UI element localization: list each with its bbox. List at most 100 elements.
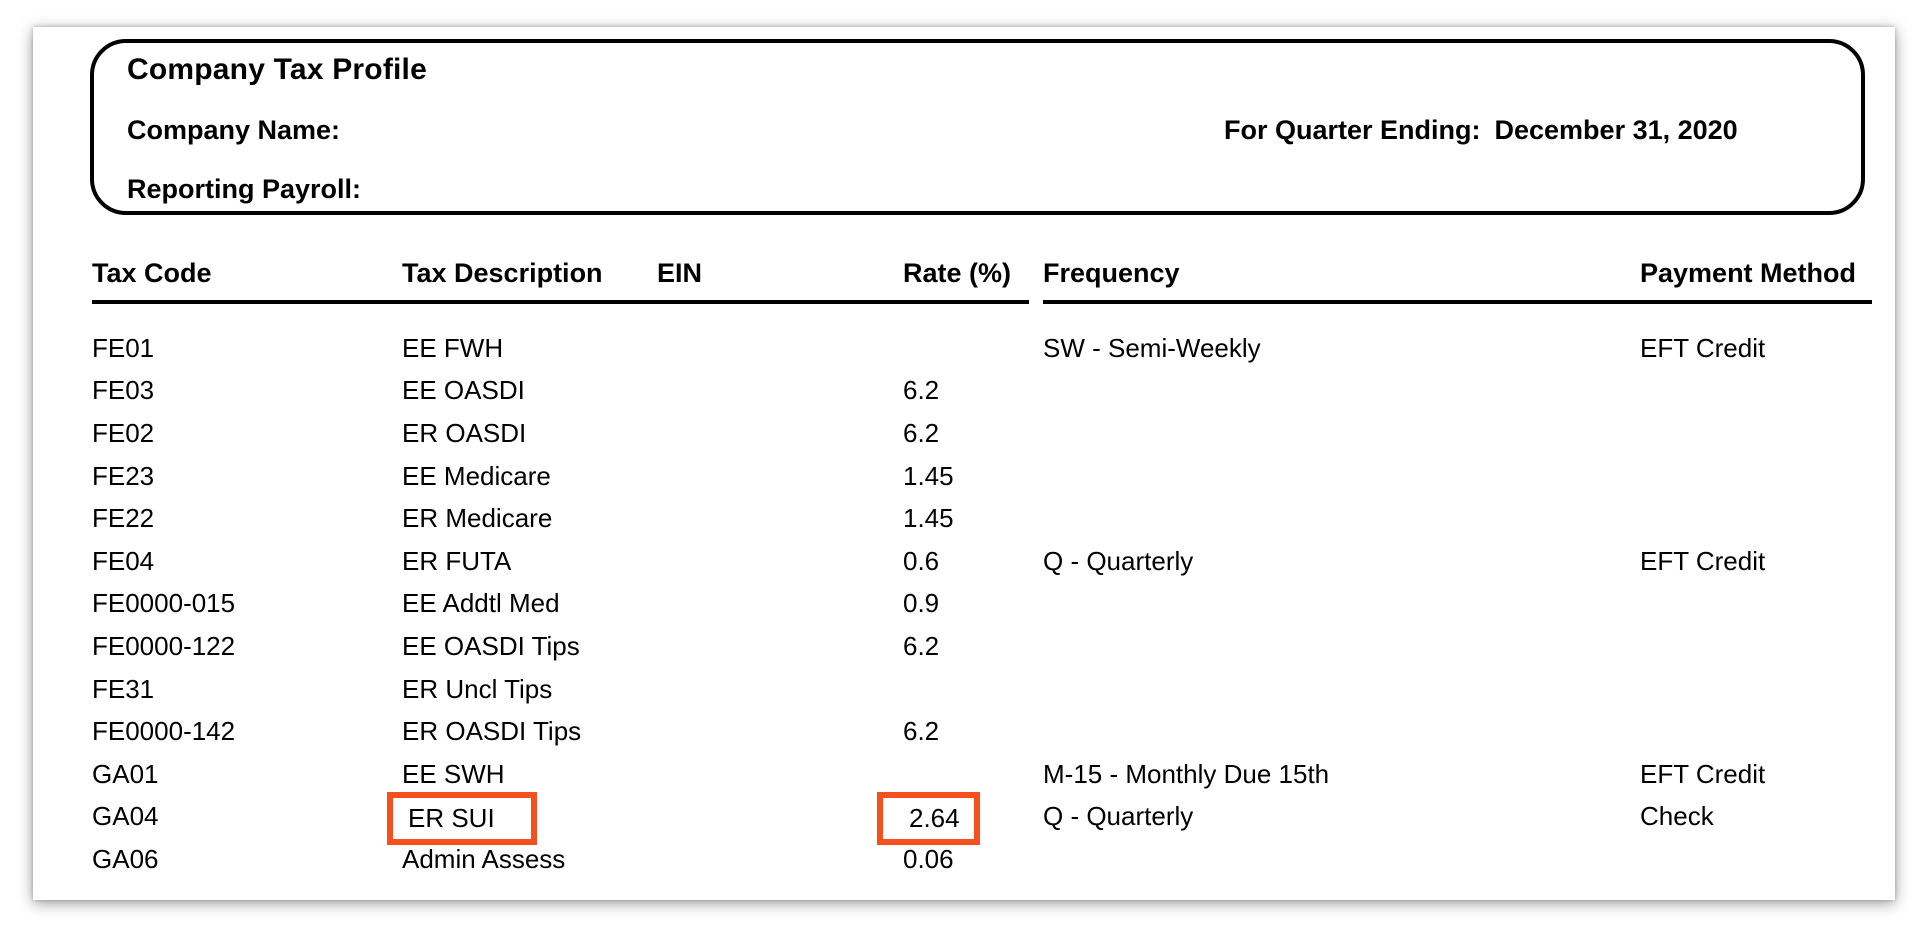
- company-tax-profile-box: Company Tax Profile Company Name: For Qu…: [90, 39, 1865, 215]
- rate-cell: 0.06: [903, 844, 1043, 875]
- payment-method-cell: EFT Credit: [1640, 546, 1872, 577]
- tax-description-cell: ER Medicare: [402, 503, 657, 534]
- tax-code-cell: FE0000-122: [92, 631, 402, 662]
- tax-code-value: FE03: [92, 375, 155, 406]
- table-row: GA06 Admin Assess 0.06: [92, 838, 1872, 881]
- tax-table: Tax Code Tax Description EIN Rate (%) Fr…: [92, 258, 1872, 881]
- tax-description-cell: ER OASDI Tips: [402, 716, 657, 747]
- tax-description-cell: ER SUI: [387, 791, 657, 846]
- tax-description-value: ER OASDI Tips: [402, 716, 582, 747]
- rate-value: 0.9: [903, 588, 940, 619]
- tax-description-value: ER FUTA: [402, 545, 512, 576]
- table-row: FE23 EE Medicare 1.45: [92, 455, 1872, 498]
- tax-description-cell: EE Addtl Med: [402, 588, 657, 619]
- tax-description-value: ER OASDI: [402, 417, 527, 448]
- rate-value: 6.2: [903, 716, 940, 747]
- payment-method-value: Check: [1640, 801, 1714, 832]
- quarter-ending-line: For Quarter Ending: December 31, 2020: [1224, 115, 1738, 146]
- table-row: FE01 EE FWH SW - Semi-Weekly EFT Credit: [92, 327, 1872, 370]
- tax-code-value: GA06: [92, 843, 159, 874]
- tax-code-value: FE04: [92, 545, 155, 576]
- tax-code-value: GA04: [92, 801, 159, 832]
- tax-description-cell: EE OASDI Tips: [402, 631, 657, 662]
- rate-cell: 1.45: [903, 503, 1043, 534]
- tax-code-cell: FE0000-142: [92, 716, 402, 747]
- table-row: FE03 EE OASDI 6.2: [92, 370, 1872, 413]
- column-header-ein: EIN: [657, 258, 903, 304]
- tax-code-value: FE23: [92, 460, 155, 491]
- table-row: FE02 ER OASDI 6.2: [92, 412, 1872, 455]
- rate-value: 1.45: [903, 460, 954, 491]
- table-row: FE0000-142 ER OASDI Tips 6.2: [92, 710, 1872, 753]
- tax-code-value: FE02: [92, 417, 155, 448]
- tax-description-value: ER Uncl Tips: [402, 673, 553, 704]
- tax-description-cell: EE OASDI: [402, 375, 657, 406]
- rate-value: 0.6: [903, 545, 940, 576]
- rate-cell: 1.45: [903, 461, 1043, 492]
- payment-method-cell: EFT Credit: [1640, 759, 1872, 790]
- frequency-value: M-15 - Monthly Due 15th: [1043, 758, 1330, 789]
- payment-method-value: EFT Credit: [1640, 332, 1766, 363]
- reporting-payroll-label: Reporting Payroll:: [127, 174, 362, 204]
- rate-cell: 6.2: [903, 631, 1043, 662]
- table-row: FE22 ER Medicare 1.45: [92, 497, 1872, 540]
- company-name-label: Company Name:: [127, 115, 341, 145]
- column-header-frequency: Frequency: [1043, 258, 1640, 304]
- tax-description-value: EE Medicare: [402, 460, 551, 491]
- tax-code-value: FE22: [92, 503, 155, 534]
- tax-code-cell: FE01: [92, 333, 402, 364]
- rate-cell: 6.2: [903, 418, 1043, 449]
- tax-description-value: EE OASDI Tips: [402, 630, 580, 661]
- tax-description-cell: ER OASDI: [402, 418, 657, 449]
- payment-method-value: EFT Credit: [1640, 758, 1766, 789]
- tax-code-cell: FE03: [92, 375, 402, 406]
- table-row: FE0000-122 EE OASDI Tips 6.2: [92, 625, 1872, 668]
- table-row: FE0000-015 EE Addtl Med 0.9: [92, 583, 1872, 626]
- frequency-cell: SW - Semi-Weekly: [1043, 333, 1640, 364]
- rate-cell: 0.6: [903, 546, 1043, 577]
- column-header-rate: Rate (%): [903, 258, 1029, 304]
- column-header-tax-description: Tax Description: [402, 258, 657, 304]
- tax-description-cell: EE FWH: [402, 333, 657, 364]
- rate-value: 0.06: [903, 843, 954, 874]
- tax-code-cell: FE22: [92, 503, 402, 534]
- tax-description-value: Admin Assess: [402, 843, 566, 874]
- table-row: GA01 EE SWH M-15 - Monthly Due 15th EFT …: [92, 753, 1872, 796]
- frequency-cell: Q - Quarterly: [1043, 546, 1640, 577]
- table-row: FE31 ER Uncl Tips: [92, 668, 1872, 711]
- frequency-cell: Q - Quarterly: [1043, 801, 1640, 832]
- tax-code-cell: FE02: [92, 418, 402, 449]
- tax-code-value: GA01: [92, 758, 159, 789]
- payment-method-cell: EFT Credit: [1640, 333, 1872, 364]
- payment-method-cell: Check: [1640, 801, 1872, 832]
- table-row: FE04 ER FUTA 0.6 Q - Quarterly EFT Credi…: [92, 540, 1872, 583]
- tax-code-value: FE01: [92, 332, 155, 363]
- highlight-box-rate: 2.64: [877, 791, 980, 846]
- tax-code-cell: FE04: [92, 546, 402, 577]
- rate-value: 6.2: [903, 630, 940, 661]
- quarter-ending-value: December 31, 2020: [1494, 115, 1738, 145]
- tax-description-cell: ER Uncl Tips: [402, 674, 657, 705]
- rate-cell: 6.2: [903, 716, 1043, 747]
- rate-cell: 0.9: [903, 588, 1043, 619]
- page-title: Company Tax Profile: [127, 53, 427, 86]
- tax-description-cell: ER FUTA: [402, 546, 657, 577]
- document-page: Company Tax Profile Company Name: For Qu…: [33, 27, 1895, 900]
- tax-description-value: EE OASDI: [402, 375, 525, 406]
- table-row: GA04 ER SUI 2.64 Q - Quarterly Check: [92, 791, 1872, 846]
- tax-code-value: FE31: [92, 673, 155, 704]
- tax-code-value: FE0000-122: [92, 630, 236, 661]
- column-header-tax-code: Tax Code: [92, 258, 402, 304]
- rate-value: 1.45: [903, 503, 954, 534]
- highlight-box-description: ER SUI: [387, 791, 537, 846]
- table-header-row: Tax Code Tax Description EIN Rate (%) Fr…: [92, 258, 1872, 304]
- tax-code-cell: GA01: [92, 759, 402, 790]
- payment-method-value: EFT Credit: [1640, 545, 1766, 576]
- tax-code-value: FE0000-015: [92, 588, 236, 619]
- tax-description-value: EE Addtl Med: [402, 588, 560, 619]
- tax-description-value: ER Medicare: [402, 503, 553, 534]
- tax-description-value: EE FWH: [402, 332, 504, 363]
- tax-code-cell: FE31: [92, 674, 402, 705]
- tax-description-value: EE SWH: [402, 758, 505, 789]
- frequency-cell: M-15 - Monthly Due 15th: [1043, 759, 1640, 790]
